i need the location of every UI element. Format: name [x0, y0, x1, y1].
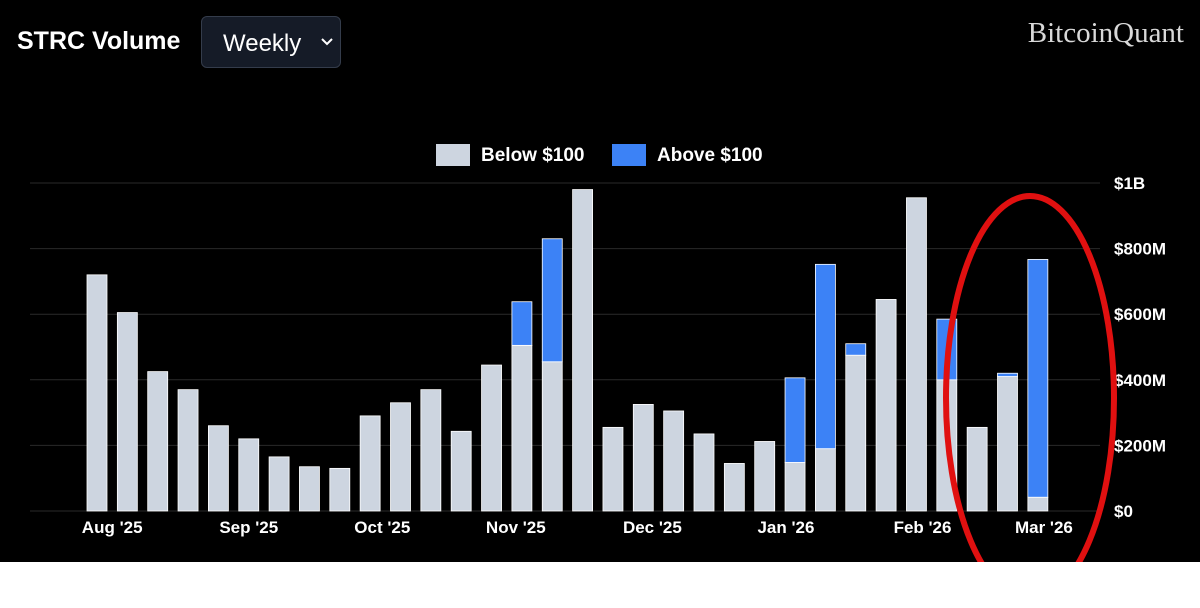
bar-below-100	[815, 448, 836, 512]
red-ellipse-annotation	[943, 193, 1117, 562]
bar-above-100	[541, 238, 563, 363]
bar-below-100	[390, 402, 411, 512]
bar-below-100	[966, 426, 988, 512]
bar-below-100	[329, 467, 351, 512]
y-tick-label: $600M	[1114, 305, 1166, 324]
bar-below-100	[238, 438, 260, 512]
bar-above-100	[815, 263, 836, 450]
bar-below-100	[116, 312, 138, 512]
bar-below-100	[723, 463, 745, 512]
legend-swatch	[436, 144, 470, 166]
bar-above-100	[511, 301, 533, 346]
annotation	[943, 193, 1117, 562]
brand-logo: BitcoinQuant	[1027, 17, 1184, 49]
y-tick-label: $1B	[1114, 174, 1145, 193]
x-tick-label: Aug '25	[82, 518, 143, 537]
bar-below-100	[86, 274, 108, 512]
bar-below-100	[177, 389, 199, 512]
y-tick-label: $200M	[1114, 436, 1166, 455]
bar-below-100	[572, 189, 593, 512]
x-tick-label: Oct '25	[354, 518, 410, 537]
bar-below-100	[481, 364, 502, 512]
x-tick-label: Jan '26	[757, 518, 814, 537]
chart-panel: STRC Volume Weekly BitcoinQuant	[0, 0, 1200, 562]
bar-below-100	[299, 466, 320, 512]
bar-below-100	[541, 361, 563, 512]
bar-below-100	[906, 197, 927, 512]
bar-below-100	[511, 344, 533, 512]
bar-below-100	[875, 299, 897, 512]
x-axis: Aug '25 Sep '25 Oct '25 Nov '25 Dec '25 Jan '…	[82, 518, 1073, 537]
y-tick-label: $400M	[1114, 371, 1166, 390]
bar-below-100	[997, 376, 1018, 512]
bar-below-100	[450, 430, 472, 512]
legend: Below $100 Above $100	[436, 144, 763, 166]
bar-below-100	[784, 462, 806, 512]
bar-below-100	[602, 426, 624, 512]
y-axis: $0 $200M $400M $600M $800M $1B	[1114, 174, 1166, 521]
bar-above-100	[997, 372, 1018, 377]
bar-below-100	[359, 415, 381, 512]
bar-above-100	[845, 343, 867, 356]
bar-above-100	[1027, 259, 1049, 498]
bar-above-100	[784, 377, 806, 463]
legend-label: Below $100	[481, 145, 585, 166]
bar-below-100	[147, 371, 169, 512]
bar-below-100	[754, 441, 776, 512]
legend-label: Above $100	[657, 145, 763, 166]
chevron-down-icon	[321, 38, 333, 46]
bar-below-100	[207, 425, 229, 512]
bars	[86, 189, 1049, 512]
y-tick-label: $0	[1114, 502, 1133, 521]
x-tick-label: Sep '25	[219, 518, 278, 537]
period-select-value: Weekly	[223, 30, 302, 57]
bar-below-100	[693, 433, 715, 512]
y-tick-label: $800M	[1114, 240, 1166, 259]
legend-swatch	[612, 144, 646, 166]
bar-below-100	[845, 354, 867, 512]
x-tick-label: Mar '26	[1015, 518, 1073, 537]
bar-below-100	[663, 410, 685, 512]
bar-below-100	[632, 403, 654, 512]
bar-below-100	[268, 456, 290, 512]
x-tick-label: Dec '25	[623, 518, 682, 537]
period-select[interactable]: Weekly	[201, 16, 341, 68]
volume-chart: $0 $200M $400M $600M $800M $1B Aug '25 Sep '25…	[30, 144, 1166, 562]
bar-below-100	[1027, 496, 1049, 512]
page-title: STRC Volume	[17, 27, 181, 55]
bar-below-100	[420, 389, 442, 512]
x-tick-label: Nov '25	[486, 518, 546, 537]
x-tick-label: Feb '26	[894, 518, 952, 537]
